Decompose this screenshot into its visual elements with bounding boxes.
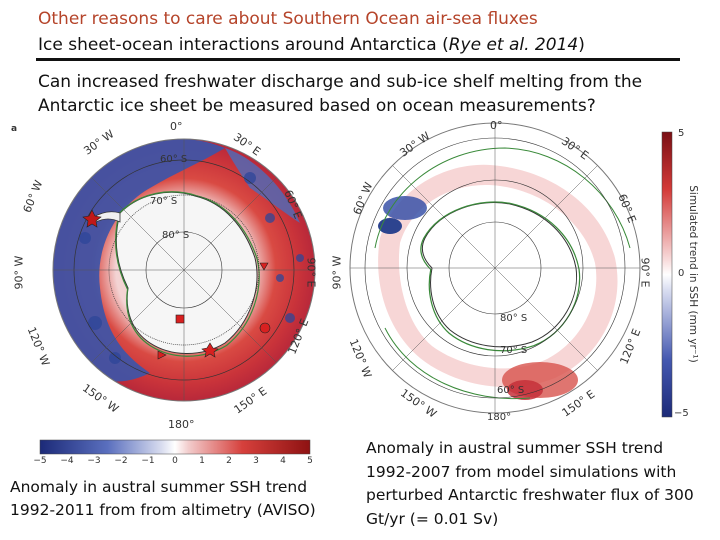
left-caption: Anomaly in austral summer SSH trend 1992…	[10, 478, 316, 519]
cb-tick: 1	[199, 456, 205, 466]
right-colorbar	[661, 131, 673, 418]
right-label-lon-0: 0°	[490, 119, 503, 132]
panel-letter: a	[11, 124, 18, 134]
right-map-figure	[349, 122, 673, 418]
slide-title: Other reasons to care about Southern Oce…	[38, 9, 538, 29]
right-label-lat-80: 80° S	[500, 313, 528, 324]
left-map-disc	[53, 139, 315, 401]
left-label-lon-90w: 90° W	[12, 255, 26, 290]
left-label-lat-70: 70° S	[150, 196, 178, 207]
right-cb-zero: 0	[678, 268, 685, 279]
right-label-lon-180: 180°	[487, 412, 512, 423]
subtitle-suffix: )	[578, 35, 585, 55]
inverted-triangle-marker-icon	[259, 262, 269, 271]
right-label-lat-70: 70° S	[500, 345, 528, 356]
left-label-lat-80: 80° S	[162, 230, 190, 241]
left-colorbar	[39, 439, 311, 455]
right-label-lon-90w: 90° W	[330, 255, 344, 290]
cb-tick: −3	[87, 456, 101, 466]
right-map-meridians	[350, 123, 640, 413]
left-map-border	[52, 138, 316, 402]
star-marker-2-icon	[201, 342, 219, 358]
left-label-lon-0: 0°	[170, 120, 183, 133]
cb-tick: 0	[172, 456, 178, 466]
cb-tick: −4	[60, 456, 74, 466]
research-question: Can increased freshwater discharge and s…	[38, 72, 643, 116]
left-label-lon-90e: 90° E	[304, 257, 318, 288]
left-map-figure	[39, 138, 316, 455]
square-marker-icon	[175, 314, 185, 324]
cb-tick: 3	[253, 456, 259, 466]
left-label-lat-60: 60° S	[160, 154, 188, 165]
cb-tick: −2	[114, 456, 128, 466]
right-colorbar-label: Simulated trend in SSH (mm yr⁻¹)	[687, 185, 699, 363]
left-map-speckles	[79, 172, 304, 364]
cb-tick: −1	[141, 456, 155, 466]
title-divider	[36, 58, 680, 61]
cb-tick: −5	[33, 456, 47, 466]
subtitle-prefix: Ice sheet-ocean interactions around Anta…	[38, 35, 449, 55]
right-cb-bottom: −5	[674, 408, 689, 419]
left-map-meridians	[53, 139, 315, 401]
left-colorbar-ticks: −5 −4 −3 −2 −1 0 1 2 3 4 5	[33, 456, 313, 470]
cb-tick: 5	[307, 456, 313, 466]
right-caption: Anomaly in austral summer SSH trend 1992…	[366, 439, 694, 528]
cb-tick: 4	[280, 456, 286, 466]
right-label-lon-90e: 90° E	[638, 257, 652, 288]
citation: Rye et al. 2014	[448, 35, 579, 55]
right-cb-top: 5	[678, 128, 685, 139]
circle-marker-icon	[259, 322, 271, 334]
right-map-disc	[350, 123, 640, 413]
cb-tick: 2	[226, 456, 232, 466]
star-marker-icon	[82, 209, 102, 228]
left-label-lon-180: 180°	[168, 418, 195, 431]
slide-subtitle: Ice sheet-ocean interactions around Anta…	[38, 35, 585, 55]
right-label-lat-60: 60° S	[497, 385, 525, 396]
right-map-border	[349, 122, 641, 414]
triangle-marker-icon	[157, 350, 167, 360]
